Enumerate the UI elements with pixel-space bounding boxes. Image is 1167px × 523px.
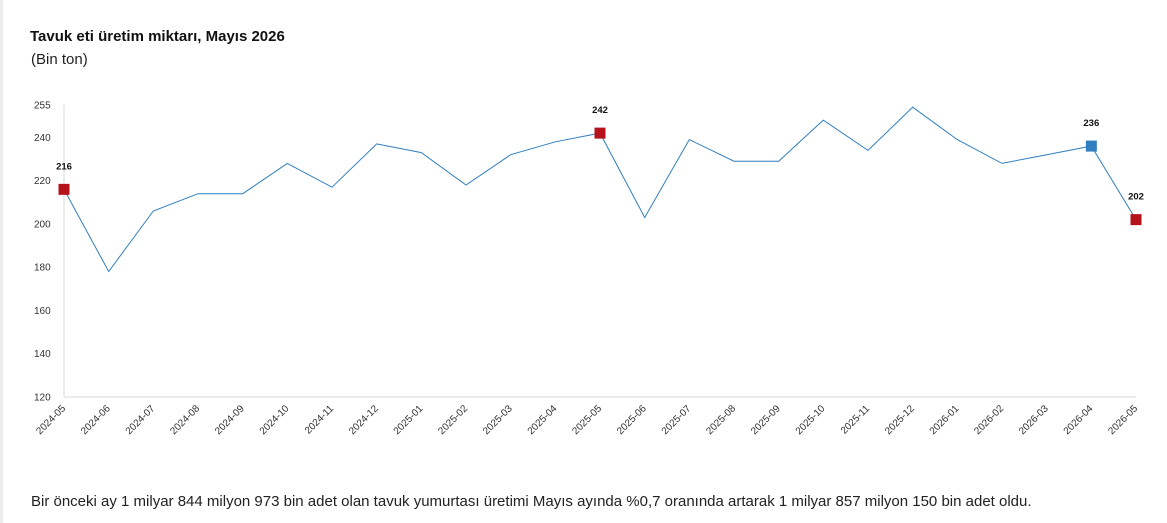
x-tick-label: 2026-04	[1062, 403, 1096, 437]
x-tick-label: 2026-02	[972, 403, 1006, 437]
y-tick-label: 240	[34, 133, 51, 144]
y-tick-label: 220	[34, 176, 51, 187]
y-tick-label: 160	[34, 306, 51, 317]
y-tick-label: 255	[34, 101, 51, 112]
x-tick-label: 2026-03	[1017, 403, 1051, 437]
x-tick-label: 2024-11	[303, 403, 337, 437]
y-tick-label: 200	[34, 219, 51, 230]
x-tick-label: 2024-06	[79, 403, 113, 437]
x-tick-label: 2024-07	[124, 403, 158, 437]
x-tick-label: 2025-01	[392, 403, 426, 437]
highlight-marker	[1085, 140, 1097, 152]
x-tick-label: 2025-03	[481, 403, 515, 437]
x-tick-label: 2025-09	[749, 403, 783, 437]
x-tick-label: 2025-02	[436, 403, 470, 437]
x-tick-label: 2025-04	[526, 403, 560, 437]
x-tick-label: 2024-08	[168, 403, 202, 437]
x-tick-label: 2025-07	[660, 403, 694, 437]
chart-title: Tavuk eti üretim miktarı, Mayıs 2026	[30, 28, 285, 45]
x-tick-label: 2024-10	[258, 403, 292, 437]
x-tick-label: 2026-01	[928, 403, 962, 437]
left-border	[0, 0, 3, 523]
x-tick-label: 2025-12	[883, 403, 917, 437]
footer-note: Bir önceki ay 1 milyar 844 milyon 973 bi…	[31, 493, 1032, 510]
y-axis: 120 140 160 180 200 220 240 255	[34, 101, 65, 404]
x-tick-label: 2024-09	[213, 403, 247, 437]
data-label: 216	[56, 161, 72, 172]
x-tick-label: 2025-05	[570, 403, 604, 437]
x-axis: 2024-05 2024-06 2024-07 2024-08 2024-09 2024-…	[34, 396, 1140, 437]
data-label: 202	[1128, 192, 1144, 203]
data-label: 236	[1083, 118, 1099, 129]
highlight-markers: 216 242 236 202	[56, 105, 1144, 226]
y-tick-label: 120	[34, 393, 51, 404]
highlight-marker	[1130, 214, 1142, 226]
x-tick-label: 2025-10	[794, 403, 828, 437]
y-tick-label: 180	[34, 263, 51, 274]
chart-subtitle: (Bin ton)	[31, 51, 88, 68]
x-tick-label: 2026-05	[1106, 403, 1140, 437]
x-tick-label: 2024-12	[347, 403, 381, 437]
data-label: 242	[592, 105, 608, 116]
y-tick-label: 140	[34, 349, 51, 360]
x-tick-label: 2024-05	[34, 403, 68, 437]
highlight-marker	[594, 127, 606, 139]
x-tick-label: 2025-08	[704, 403, 738, 437]
x-tick-label: 2025-11	[839, 403, 873, 437]
x-tick-label: 2025-06	[615, 403, 649, 437]
highlight-marker	[58, 183, 70, 195]
